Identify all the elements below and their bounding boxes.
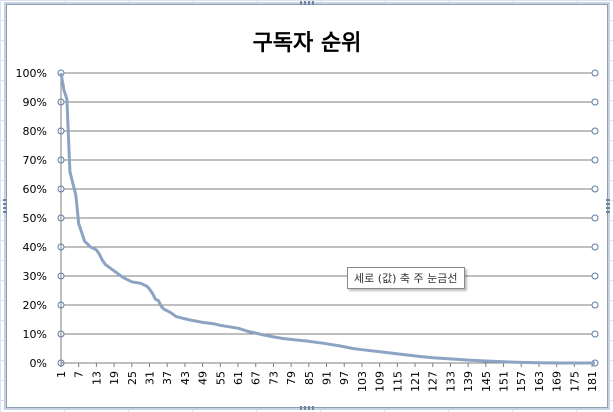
y-tick-label: 0% [30,357,47,370]
x-tick-label: 91 [321,371,334,385]
x-tick-label: 13 [90,371,103,385]
y-tick-label: 80% [23,125,47,138]
gridline-handle-right [591,127,599,135]
x-tick-label: 31 [144,371,157,385]
x-tick-label: 7 [73,371,86,378]
x-tick-label: 127 [427,371,440,392]
resize-handle-bottom[interactable] [300,406,314,410]
x-tick-label: 73 [267,371,280,385]
gridline-handle-right [591,214,599,222]
x-tick-label: 97 [338,371,351,385]
x-tick-label: 79 [285,371,298,385]
x-tick-label: 55 [214,371,227,385]
y-tick-label: 100% [16,67,47,80]
gridline-tooltip: 세로 (값) 축 주 눈금선 [347,267,465,289]
gridline-handle-right [591,98,599,106]
x-tick-label: 67 [250,371,263,385]
gridline-handle-right [591,243,599,251]
x-tick-label: 1 [55,371,68,378]
gridline-handle-right [591,272,599,280]
y-tick-label: 50% [23,212,47,225]
chart-area[interactable]: 구독자 순위 0% 10% 20% 30% 40% 50% 60% 70% 80% 90% 100%… [3,1,610,410]
gridline-handle-right [591,301,599,309]
x-tick-labels: 1 7 13 19 25 31 37 43 49 55 61 67 73 79 85 91 97 103 109 11… [55,371,599,392]
x-tick-label: 25 [126,371,139,385]
y-tick-label: 90% [23,96,47,109]
x-tick-label: 151 [498,371,511,392]
y-tick-label: 40% [23,241,47,254]
resize-handle-left[interactable] [3,199,7,213]
x-tick-label: 37 [161,371,174,385]
y-tick-label: 70% [23,154,47,167]
x-tick-label: 43 [179,371,192,385]
x-tick-label: 115 [391,371,404,392]
series-layer [59,72,595,365]
x-tick-label: 19 [108,371,121,385]
gridlines [57,69,599,367]
x-tick-label: 133 [444,371,457,392]
x-tick-label: 121 [409,371,422,392]
x-tick-label: 109 [374,371,387,392]
x-tick-label: 85 [303,371,316,385]
x-tick-label: 139 [462,371,475,392]
chart-title[interactable]: 구독자 순위 [252,31,362,56]
gridline-handle-right [591,69,599,77]
plot-area[interactable]: 0% 10% 20% 30% 40% 50% 60% 70% 80% 90% 100% 1 7 13 19… [7,5,607,407]
series-line [59,72,595,365]
x-tick-label: 163 [533,371,546,392]
x-tick-label: 181 [586,371,599,392]
x-tick-label: 145 [480,371,493,392]
x-tick-label: 61 [232,371,245,385]
y-tick-label: 10% [23,328,47,341]
gridline-handle-right [591,330,599,338]
x-tick-label: 157 [515,371,528,392]
gridline-handle-right [591,185,599,193]
resize-handle-top[interactable] [300,1,314,5]
x-tick-label: 49 [197,371,210,385]
y-tick-label: 30% [23,270,47,283]
y-tick-label: 20% [23,299,47,312]
x-tick-label: 175 [568,371,581,392]
resize-handle-right[interactable] [606,199,610,213]
y-tick-label: 60% [23,183,47,196]
y-tick-labels: 0% 10% 20% 30% 40% 50% 60% 70% 80% 90% 100% [16,67,47,370]
axes [60,73,595,367]
x-tick-label: 103 [356,371,369,392]
x-tick-label: 169 [551,371,564,392]
gridline-handle-right [591,156,599,164]
